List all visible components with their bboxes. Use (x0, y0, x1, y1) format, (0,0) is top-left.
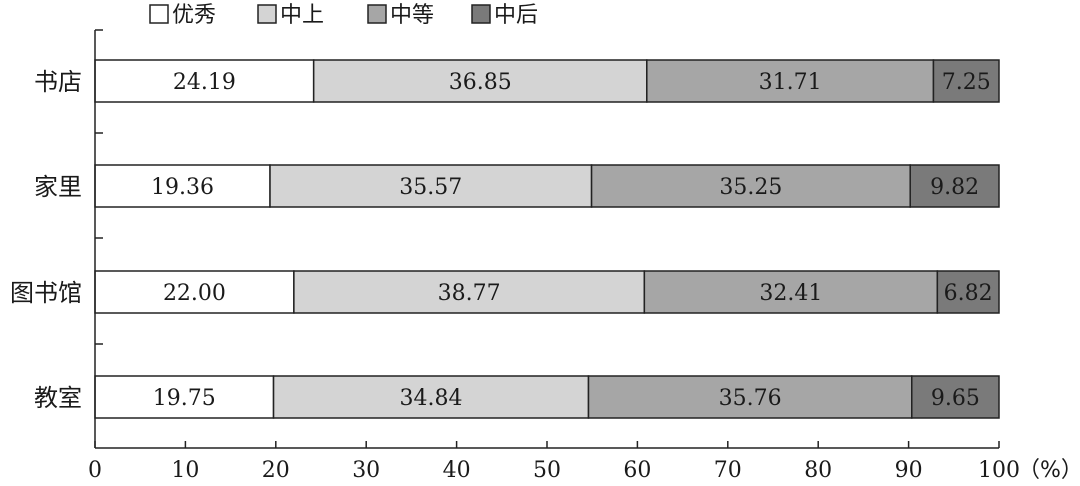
bar-segment-1-3 (646, 59, 935, 103)
bar-segment-3-4 (936, 270, 1000, 314)
x-tick-label: 60 (623, 458, 651, 483)
legend-label: 中上 (280, 3, 324, 28)
bar-segment-4-2 (272, 375, 590, 419)
category-label: 图书馆 (10, 279, 82, 307)
x-tick-label: 0 (88, 458, 102, 483)
data-label: 19.75 (153, 386, 216, 411)
data-label: 35.57 (399, 175, 462, 200)
data-label: 35.76 (719, 386, 782, 411)
legend-label: 优秀 (172, 3, 216, 28)
bar-segment-1-4 (932, 59, 1000, 103)
x-tick-label: 80 (804, 458, 832, 483)
x-tick-label: 50 (533, 458, 561, 483)
legend-label: 中后 (494, 3, 538, 28)
data-label: 19.36 (151, 175, 214, 200)
data-label: 9.65 (931, 386, 980, 411)
data-label: 24.19 (173, 70, 236, 95)
bar-segment-2-3 (590, 164, 911, 208)
category-label: 家里 (34, 173, 82, 201)
bar-segment-1-1 (94, 59, 315, 103)
data-label: 6.82 (944, 281, 993, 306)
legend-swatch (257, 4, 277, 24)
x-tick-label: 20 (262, 458, 290, 483)
data-label: 32.41 (759, 281, 822, 306)
x-tick-label: 70 (714, 458, 742, 483)
bar-segment-2-4 (909, 164, 1000, 208)
legend-label: 中等 (390, 3, 434, 28)
bar-segment-3-2 (293, 270, 646, 314)
category-label: 书店 (34, 68, 82, 96)
bar-segment-2-1 (94, 164, 271, 208)
bar-segment-4-1 (94, 375, 275, 419)
x-axis-unit: （%） (1018, 458, 1080, 483)
data-label: 35.25 (719, 175, 782, 200)
data-label: 22.00 (163, 281, 226, 306)
data-label: 38.77 (438, 281, 501, 306)
x-tick-label: 30 (352, 458, 380, 483)
legend: 优秀 中上 中等 中后 (149, 3, 538, 28)
legend-swatch (367, 4, 387, 24)
legend-swatch (471, 4, 491, 24)
x-tick-label: 10 (171, 458, 199, 483)
data-label: 34.84 (400, 386, 463, 411)
bars: 24.19 36.85 31.71 7.25 19.36 35.57 35.25 9.82 22… (94, 59, 1000, 419)
bar-segment-2-2 (269, 164, 593, 208)
x-tick-label: 90 (895, 458, 923, 483)
legend-swatch (149, 4, 169, 24)
x-tick-label: 40 (443, 458, 471, 483)
x-tick-label: 100 (978, 458, 1020, 483)
data-label: 36.85 (449, 70, 512, 95)
data-label: 7.25 (942, 70, 991, 95)
bar-segment-1-2 (312, 59, 648, 103)
data-label: 31.71 (759, 70, 822, 95)
data-label: 9.82 (930, 175, 979, 200)
bar-segment-4-4 (911, 375, 1000, 419)
category-label: 教室 (34, 384, 82, 412)
